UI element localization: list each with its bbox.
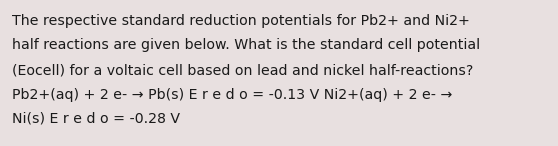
- Text: Pb2+(aq) + 2 e- → Pb(s) E r e d o = -0.13 V Ni2+(aq) + 2 e- →: Pb2+(aq) + 2 e- → Pb(s) E r e d o = -0.1…: [12, 87, 453, 101]
- Text: Ni(s) E r e d o = -0.28 V: Ni(s) E r e d o = -0.28 V: [12, 112, 180, 126]
- Text: The respective standard reduction potentials for Pb2+ and Ni2+: The respective standard reduction potent…: [12, 14, 470, 28]
- Text: half reactions are given below. What is the standard cell potential: half reactions are given below. What is …: [12, 39, 480, 53]
- Text: (Eocell) for a voltaic cell based on lead and nickel half-reactions?: (Eocell) for a voltaic cell based on lea…: [12, 63, 473, 77]
